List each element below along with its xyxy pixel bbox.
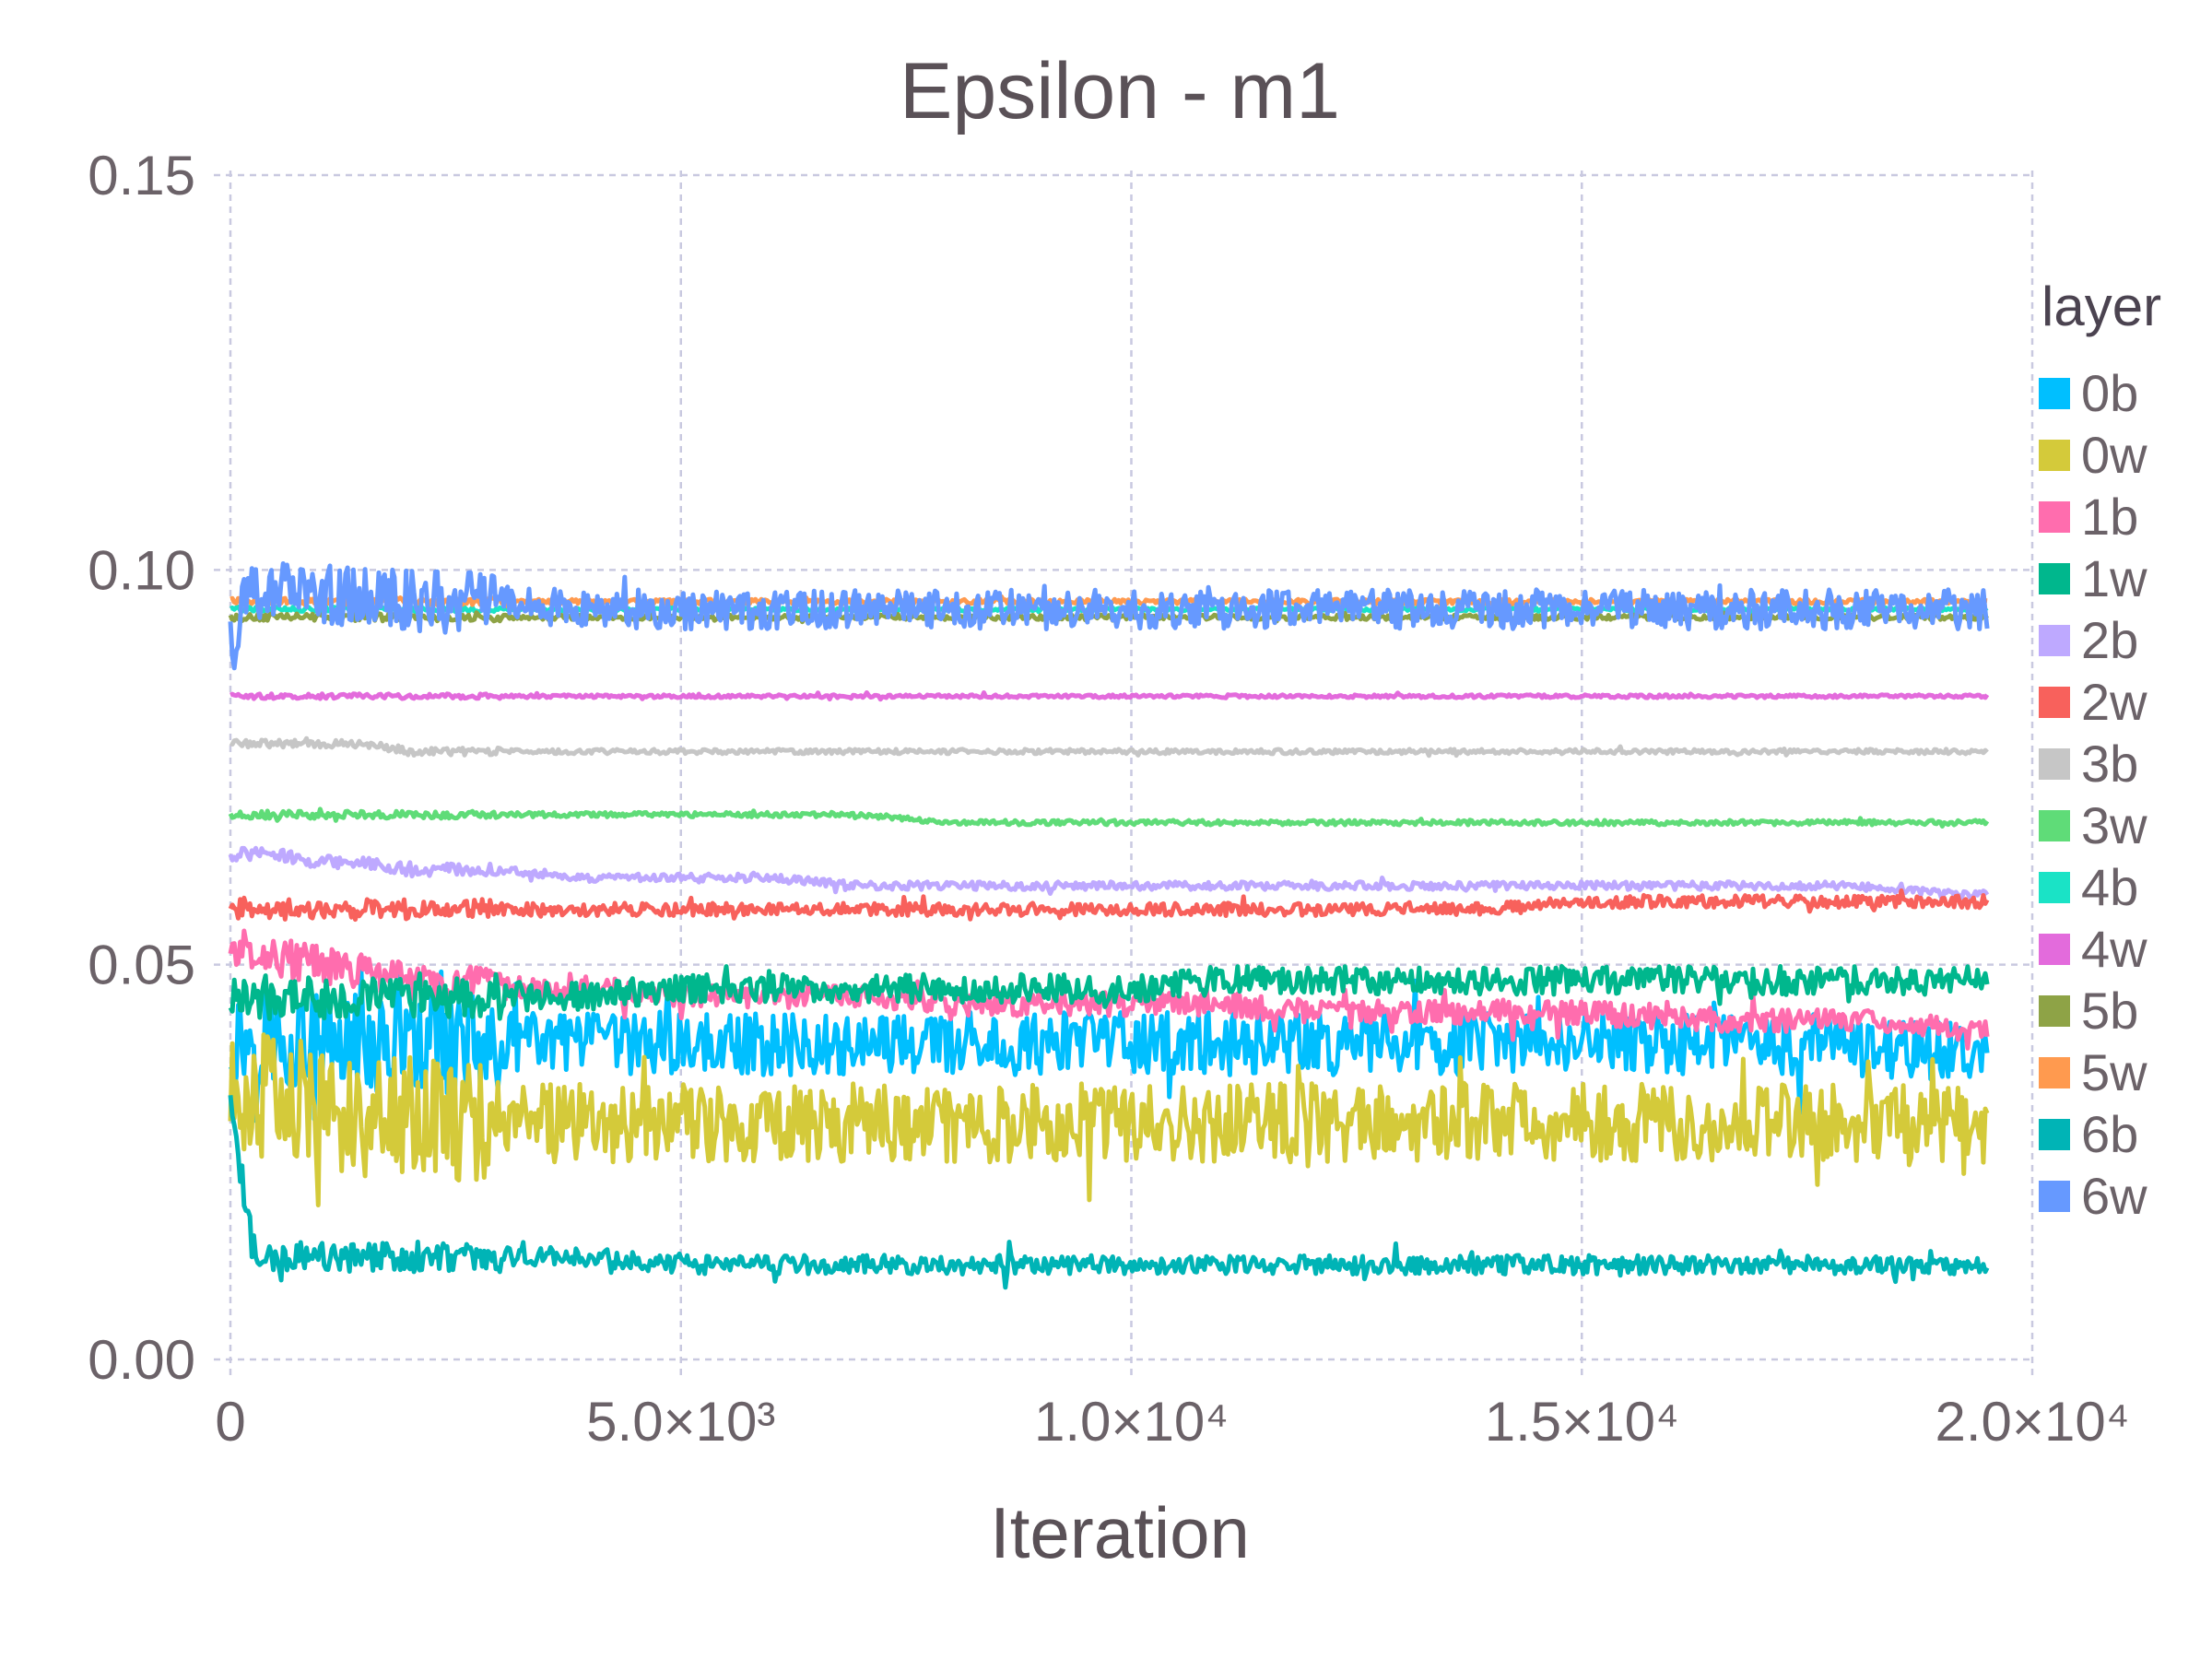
series-line-0w: [228, 1032, 1990, 1207]
y-axis-ticks: 0.00 0.05 0.10 0.15: [88, 145, 195, 1391]
series-line-2b: [228, 845, 1990, 903]
chart-title: Epsilon - m1: [900, 47, 1340, 135]
x-tick-label-2: 1.0×10⁴: [1034, 1391, 1229, 1453]
legend-label-1b: 1b: [2081, 488, 2138, 546]
legend-swatch-6w: [2039, 1181, 2070, 1212]
legend-label-1w: 1w: [2081, 549, 2147, 607]
x-axis-label: Iteration: [990, 1492, 1250, 1573]
legend-swatch-4w: [2039, 934, 2070, 965]
legend-swatch-3w: [2039, 810, 2070, 841]
series-layer: [228, 561, 1990, 1290]
legend-swatch-1b: [2039, 501, 2070, 533]
legend-label-6b: 6b: [2081, 1105, 2138, 1163]
grid-lines: [214, 171, 2034, 1376]
legend-label-5w: 5w: [2081, 1043, 2147, 1101]
legend-label-4b: 4b: [2081, 858, 2138, 916]
series-line-1b: [228, 928, 1990, 1051]
series-line-3b: [229, 735, 1989, 759]
legend-label-0w: 0w: [2081, 426, 2147, 484]
x-axis-ticks: 0 5.0×10³ 1.0×10⁴ 1.5×10⁴ 2.0×10⁴: [215, 1391, 2129, 1453]
legend-label-3w: 3w: [2081, 796, 2147, 854]
y-tick-label-0: 0.00: [88, 1329, 195, 1391]
series-line-6w: [228, 561, 1990, 671]
legend-swatch-3b: [2039, 748, 2070, 780]
legend-swatch-0w: [2039, 440, 2070, 471]
x-tick-label-0: 0: [215, 1391, 245, 1453]
legend-swatch-6b: [2039, 1119, 2070, 1150]
legend-swatch-2w: [2039, 687, 2070, 718]
legend-swatch-2b: [2039, 625, 2070, 656]
series-line-4w: [229, 690, 1990, 702]
series-line-2w: [228, 888, 1990, 923]
legend-label-2b: 2b: [2081, 611, 2138, 669]
legend-label-6w: 6w: [2081, 1167, 2147, 1225]
series-line-0b: [228, 964, 1990, 1124]
y-tick-label-1: 0.05: [88, 935, 195, 996]
legend-swatch-5w: [2039, 1057, 2070, 1088]
series-line-3w: [228, 806, 1990, 829]
legend-title: layer: [2041, 276, 2161, 337]
legend-swatch-1w: [2039, 563, 2070, 594]
y-tick-label-2: 0.10: [88, 539, 195, 601]
x-tick-label-3: 1.5×10⁴: [1485, 1391, 1679, 1453]
legend-swatch-5b: [2039, 995, 2070, 1027]
series-line-6b: [228, 1095, 1990, 1290]
y-tick-label-3: 0.15: [88, 145, 195, 206]
legend-label-5b: 5b: [2081, 982, 2138, 1040]
legend-swatch-0b: [2039, 378, 2070, 409]
legend-label-4w: 4w: [2081, 920, 2147, 978]
series-line-5b: [228, 610, 1990, 625]
series-line-1w: [228, 963, 1990, 1021]
legend-label-0b: 0b: [2081, 364, 2138, 422]
legend-label-2w: 2w: [2081, 673, 2147, 731]
legend-swatch-4b: [2039, 872, 2070, 903]
x-tick-label-4: 2.0×10⁴: [1936, 1391, 2130, 1453]
legend-label-3b: 3b: [2081, 735, 2138, 793]
x-tick-label-1: 5.0×10³: [586, 1391, 775, 1453]
